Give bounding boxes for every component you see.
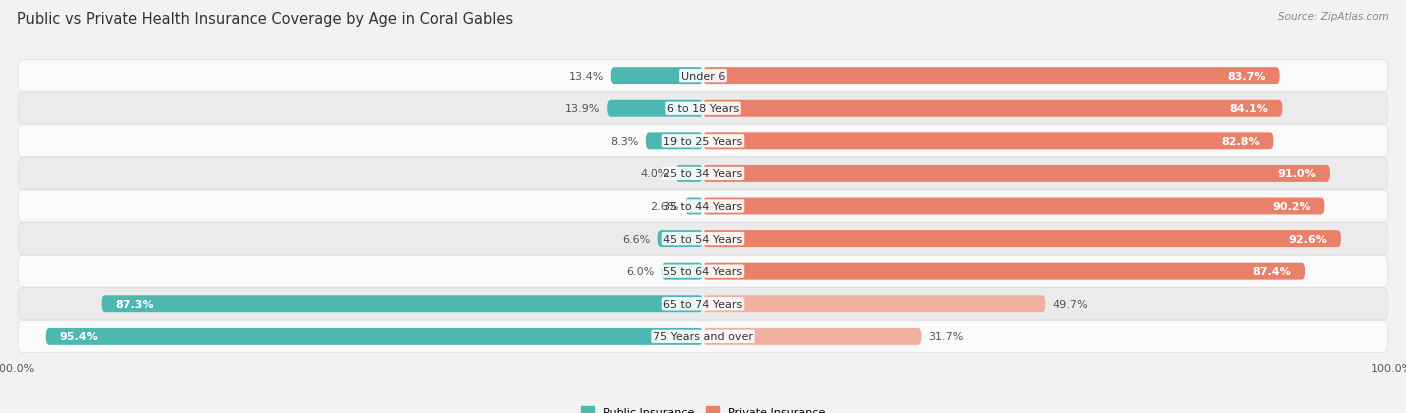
Text: Source: ZipAtlas.com: Source: ZipAtlas.com bbox=[1278, 12, 1389, 22]
FancyBboxPatch shape bbox=[703, 133, 1274, 150]
FancyBboxPatch shape bbox=[703, 328, 921, 345]
FancyBboxPatch shape bbox=[18, 288, 1388, 320]
FancyBboxPatch shape bbox=[703, 296, 1046, 313]
Text: 92.6%: 92.6% bbox=[1288, 234, 1327, 244]
Text: 6 to 18 Years: 6 to 18 Years bbox=[666, 104, 740, 114]
FancyBboxPatch shape bbox=[46, 328, 703, 345]
FancyBboxPatch shape bbox=[703, 68, 1279, 85]
FancyBboxPatch shape bbox=[18, 320, 1388, 352]
FancyBboxPatch shape bbox=[675, 166, 703, 183]
FancyBboxPatch shape bbox=[610, 68, 703, 85]
Text: 6.0%: 6.0% bbox=[627, 266, 655, 277]
FancyBboxPatch shape bbox=[703, 166, 1330, 183]
FancyBboxPatch shape bbox=[18, 256, 1388, 287]
FancyBboxPatch shape bbox=[703, 230, 1341, 247]
Text: 31.7%: 31.7% bbox=[928, 332, 963, 342]
Text: 91.0%: 91.0% bbox=[1278, 169, 1316, 179]
Text: 2.6%: 2.6% bbox=[650, 202, 678, 211]
Text: 84.1%: 84.1% bbox=[1230, 104, 1268, 114]
Legend: Public Insurance, Private Insurance: Public Insurance, Private Insurance bbox=[576, 402, 830, 413]
FancyBboxPatch shape bbox=[18, 93, 1388, 125]
Text: 19 to 25 Years: 19 to 25 Years bbox=[664, 136, 742, 147]
Text: 87.4%: 87.4% bbox=[1253, 266, 1291, 277]
Text: 90.2%: 90.2% bbox=[1272, 202, 1310, 211]
Text: Under 6: Under 6 bbox=[681, 71, 725, 81]
FancyBboxPatch shape bbox=[703, 198, 1324, 215]
FancyBboxPatch shape bbox=[607, 100, 703, 117]
Text: 25 to 34 Years: 25 to 34 Years bbox=[664, 169, 742, 179]
Text: 83.7%: 83.7% bbox=[1227, 71, 1265, 81]
Text: 6.6%: 6.6% bbox=[623, 234, 651, 244]
FancyBboxPatch shape bbox=[703, 263, 1305, 280]
Text: 65 to 74 Years: 65 to 74 Years bbox=[664, 299, 742, 309]
FancyBboxPatch shape bbox=[703, 100, 1282, 117]
FancyBboxPatch shape bbox=[18, 223, 1388, 255]
FancyBboxPatch shape bbox=[18, 61, 1388, 93]
Text: 95.4%: 95.4% bbox=[59, 332, 98, 342]
Text: 55 to 64 Years: 55 to 64 Years bbox=[664, 266, 742, 277]
Text: 35 to 44 Years: 35 to 44 Years bbox=[664, 202, 742, 211]
Text: 75 Years and over: 75 Years and over bbox=[652, 332, 754, 342]
Text: 49.7%: 49.7% bbox=[1052, 299, 1088, 309]
Text: 8.3%: 8.3% bbox=[610, 136, 638, 147]
FancyBboxPatch shape bbox=[101, 296, 703, 313]
Text: Public vs Private Health Insurance Coverage by Age in Coral Gables: Public vs Private Health Insurance Cover… bbox=[17, 12, 513, 27]
FancyBboxPatch shape bbox=[662, 263, 703, 280]
FancyBboxPatch shape bbox=[645, 133, 703, 150]
FancyBboxPatch shape bbox=[18, 190, 1388, 223]
Text: 82.8%: 82.8% bbox=[1220, 136, 1260, 147]
Text: 13.4%: 13.4% bbox=[568, 71, 603, 81]
Text: 45 to 54 Years: 45 to 54 Years bbox=[664, 234, 742, 244]
Text: 4.0%: 4.0% bbox=[640, 169, 669, 179]
FancyBboxPatch shape bbox=[18, 158, 1388, 190]
Text: 13.9%: 13.9% bbox=[565, 104, 600, 114]
FancyBboxPatch shape bbox=[685, 198, 703, 215]
Text: 87.3%: 87.3% bbox=[115, 299, 153, 309]
FancyBboxPatch shape bbox=[18, 126, 1388, 157]
FancyBboxPatch shape bbox=[658, 230, 703, 247]
